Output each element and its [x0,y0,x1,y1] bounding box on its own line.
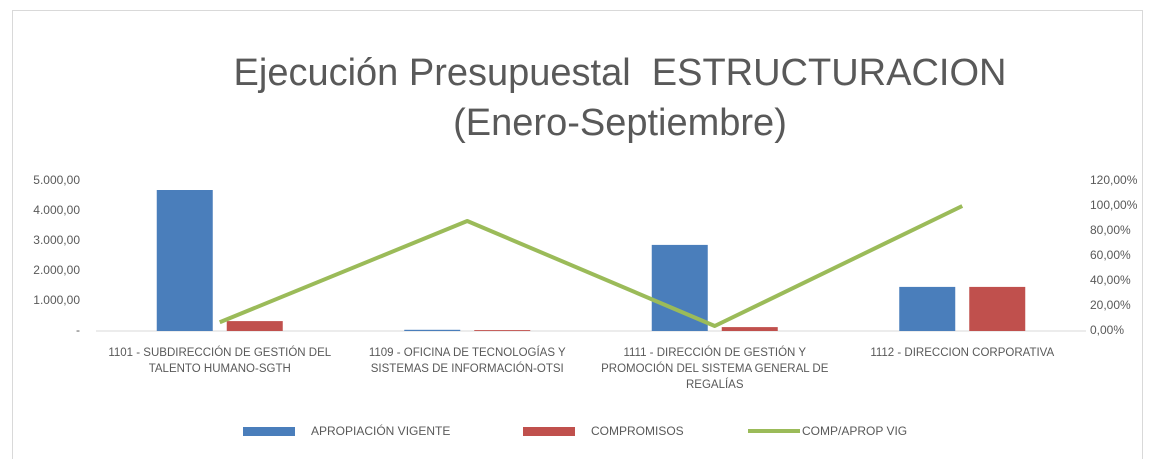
y2-tick-label: 120,00% [1090,173,1138,187]
legend-swatch [243,426,295,436]
y2-tick-label: 20,00% [1090,298,1131,312]
bar [156,190,213,331]
y2-tick-label: 100,00% [1090,198,1138,212]
y-tick-label: 3.000,00 [33,233,80,247]
legend-label: APROPIACIÓN VIGENTE [311,424,451,438]
x-tick-label: 1109 - OFICINA DE TECNOLOGÍAS Y SISTEMAS… [368,347,566,375]
y-tick-label: - [76,323,80,337]
y2-tick-label: 60,00% [1090,248,1131,262]
legend-label: COMP/APROP VIG [802,424,908,438]
x-tick-label: 1112 - DIRECCION CORPORATIVA [870,347,1055,359]
line [218,204,964,328]
y-tick-label: 1.000,00 [33,293,80,307]
legend-swatch [523,426,575,436]
legend-label: COMPROMISOS [591,424,684,438]
bar [474,330,531,331]
legend-item: COMPROMISOS [523,424,684,438]
y2-tick-label: 0,00% [1090,323,1124,337]
y2-tick-label: 40,00% [1090,273,1131,287]
bar [969,286,1026,331]
y2-tick-label: 80,00% [1090,223,1131,237]
chart-border [12,10,1143,459]
chart-title: Ejecución Presupuestal ESTRUCTURACION (E… [233,52,1007,144]
legend-item: COMP/APROP VIG [748,424,907,438]
y-tick-label: 5.000,00 [33,173,80,187]
legend-item: APROPIACIÓN VIGENTE [243,424,450,438]
bar [899,286,956,331]
bar [404,329,461,331]
y-tick-label: 4.000,00 [33,203,80,217]
bar [721,327,778,331]
bar [226,321,283,331]
y-tick-label: 2.000,00 [33,263,80,277]
x-tick-label: 1111 - DIRECCIÓN DE GESTIÓN Y PROMOCIÓN … [601,347,829,391]
legend-swatch [748,429,800,433]
bar [651,244,708,331]
x-tick-label: 1101 - SUBDIRECCIÓN DE GESTIÓN DEL TALEN… [108,347,332,375]
